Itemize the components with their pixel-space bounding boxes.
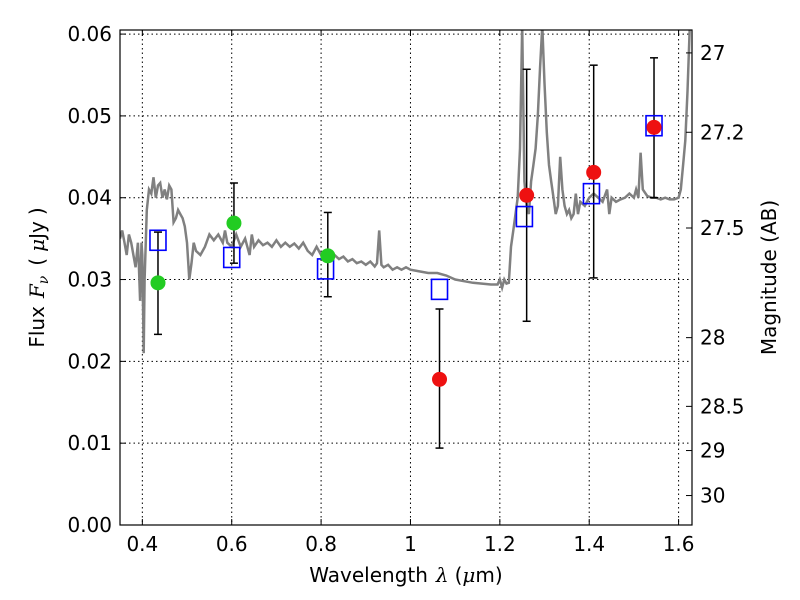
y-tick-label: 0.00 bbox=[67, 513, 112, 537]
x-tick-label: 1.2 bbox=[484, 532, 516, 556]
x-tick-label: 1.4 bbox=[573, 532, 605, 556]
model-square bbox=[149, 229, 167, 252]
x-tick-label: 1.6 bbox=[663, 532, 695, 556]
right-tick-label: 27.5 bbox=[700, 216, 745, 240]
x-tick-label: 0.6 bbox=[216, 532, 248, 556]
model-square bbox=[430, 278, 449, 301]
right-tick-label: 30 bbox=[700, 484, 725, 508]
observed-photometry-points bbox=[150, 119, 662, 387]
x-tick-label: 1 bbox=[404, 532, 417, 556]
y-tick-label: 0.02 bbox=[67, 349, 112, 373]
data-point bbox=[586, 164, 602, 180]
right-tick-label: 27 bbox=[700, 41, 725, 65]
plot-frame bbox=[119, 29, 693, 526]
y-tick-label: 0.03 bbox=[67, 268, 112, 292]
model-photometry-squares bbox=[149, 114, 663, 301]
data-point bbox=[646, 119, 662, 135]
axis-ticks bbox=[120, 30, 692, 526]
y-tick-label: 0.06 bbox=[67, 22, 112, 46]
tick-labels: 0.4 0.6 0.8 1 1.2 1.4 1.6 0.00 0.01 0.02 0.03 0.04 0… bbox=[67, 22, 744, 556]
right-axis-label: Magnitude (AB) bbox=[757, 200, 781, 355]
model-square bbox=[582, 182, 601, 205]
right-tick-label: 28 bbox=[700, 326, 725, 350]
y-tick-label: 0.01 bbox=[67, 431, 112, 455]
model-square bbox=[515, 205, 534, 228]
right-tick-label: 29 bbox=[700, 439, 725, 463]
y-tick-label: 0.04 bbox=[67, 186, 112, 210]
model-square bbox=[645, 114, 663, 137]
spectrum-line bbox=[120, 30, 691, 354]
model-spectrum bbox=[120, 30, 691, 354]
right-tick-label: 28.5 bbox=[700, 394, 745, 418]
y-axis-label: FluxFν(μJy) bbox=[25, 207, 52, 347]
data-point bbox=[226, 215, 242, 231]
data-point bbox=[320, 248, 336, 264]
data-point bbox=[432, 371, 448, 387]
grid-lines bbox=[120, 30, 692, 525]
x-tick-label: 0.8 bbox=[305, 532, 337, 556]
x-tick-label: 0.4 bbox=[126, 532, 158, 556]
error-bars bbox=[153, 57, 659, 449]
y-tick-label: 0.05 bbox=[67, 104, 112, 128]
model-square bbox=[222, 246, 241, 269]
right-tick-label: 27.2 bbox=[700, 120, 745, 144]
x-axis-label: Wavelength λ (μm) bbox=[309, 563, 502, 587]
data-point bbox=[150, 275, 166, 291]
data-point bbox=[519, 187, 535, 203]
